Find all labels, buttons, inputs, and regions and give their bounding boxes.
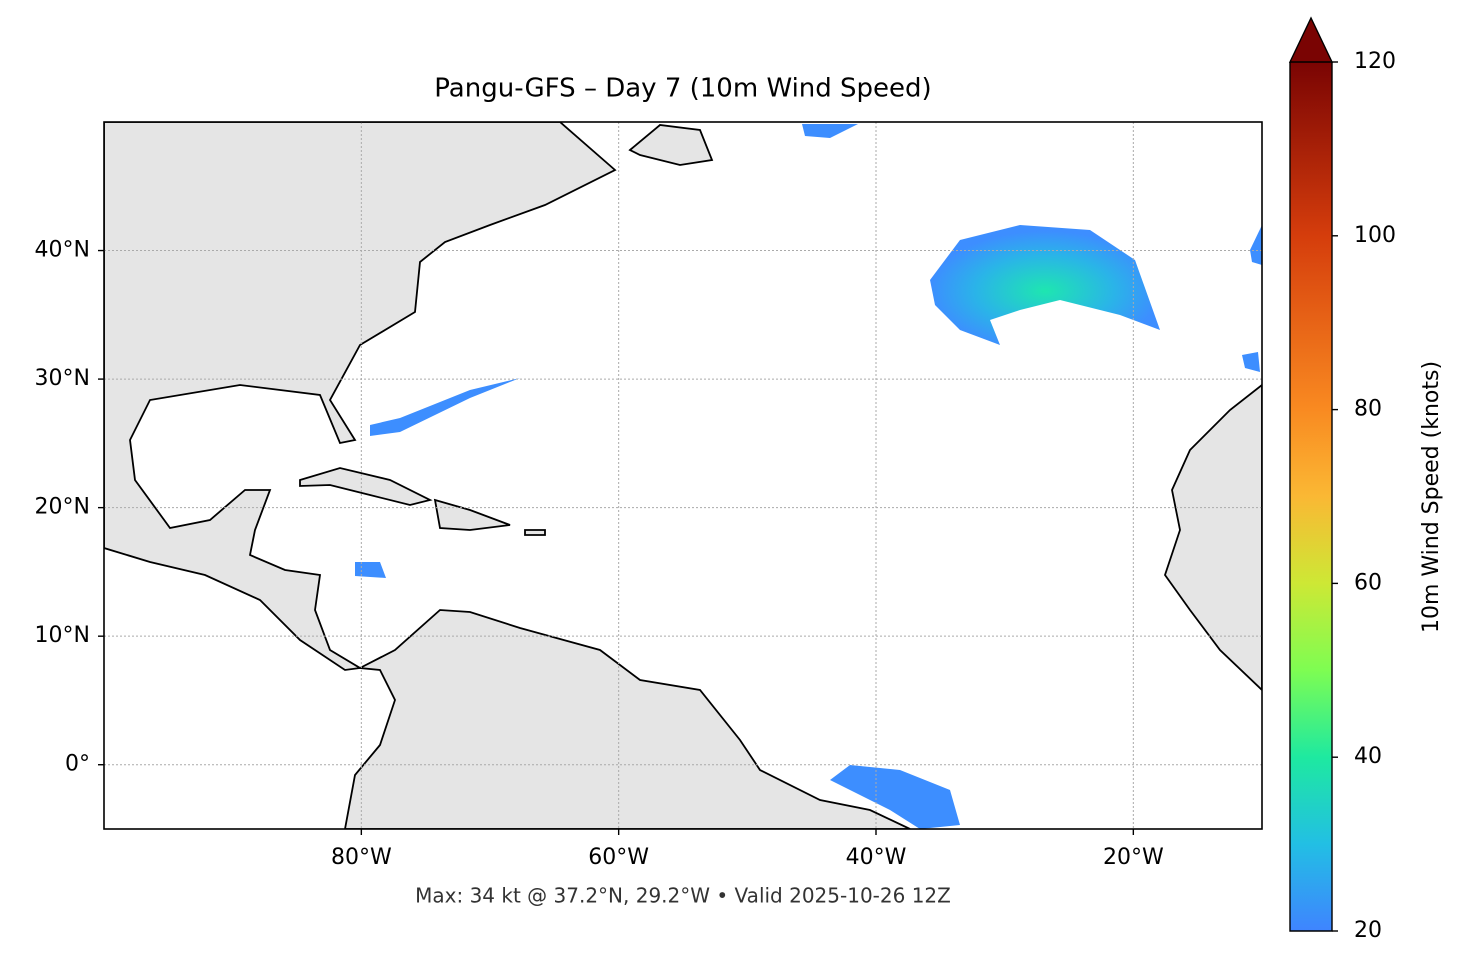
cuba: [299, 467, 433, 506]
wind-band: [370, 378, 520, 436]
x-tick-label: 80°W: [331, 845, 392, 870]
y-tick-label: 0°: [65, 752, 90, 777]
colorbar-frame: [1289, 62, 1333, 932]
y-tick-label: 40°N: [35, 238, 90, 263]
wind-patch: [1242, 352, 1260, 372]
colorbar: [1290, 62, 1332, 931]
colorbar-tick-label: 60: [1354, 570, 1382, 595]
map-title: Pangu-GFS – Day 7 (10m Wind Speed): [434, 74, 931, 104]
wind-equatorial: [830, 765, 960, 829]
north-america: [104, 122, 617, 671]
colorbar-tick-label: 120: [1354, 49, 1396, 74]
wind-patch: [1250, 225, 1262, 265]
colorbar-tick-label: 20: [1354, 918, 1382, 943]
newfoundland: [628, 124, 714, 166]
map-area: [104, 122, 1262, 829]
colorbar-tick-label: 100: [1354, 223, 1396, 248]
y-tick-label: 20°N: [35, 495, 90, 520]
x-tick-label: 40°W: [846, 845, 907, 870]
africa: [1164, 383, 1262, 692]
annotation: Max: 34 kt @ 37.2°N, 29.2°W • Valid 2025…: [415, 884, 951, 908]
colorbar-label: 10m Wind Speed (knots): [1419, 361, 1444, 633]
map-frame: [103, 121, 1263, 830]
x-tick-label: 60°W: [588, 845, 649, 870]
south-america: [344, 609, 911, 829]
wind-patch: [355, 562, 386, 578]
colorbar-tick-label: 80: [1354, 397, 1382, 422]
colorbar-tick-label: 40: [1354, 744, 1382, 769]
x-tick-label: 20°W: [1103, 845, 1164, 870]
y-tick-label: 10°N: [35, 623, 90, 648]
y-tick-label: 30°N: [35, 366, 90, 391]
puerto-rico: [524, 529, 546, 536]
wind-patch: [802, 124, 858, 138]
wind-crescent: [930, 225, 1160, 345]
colorbar-extension: [1288, 16, 1334, 63]
